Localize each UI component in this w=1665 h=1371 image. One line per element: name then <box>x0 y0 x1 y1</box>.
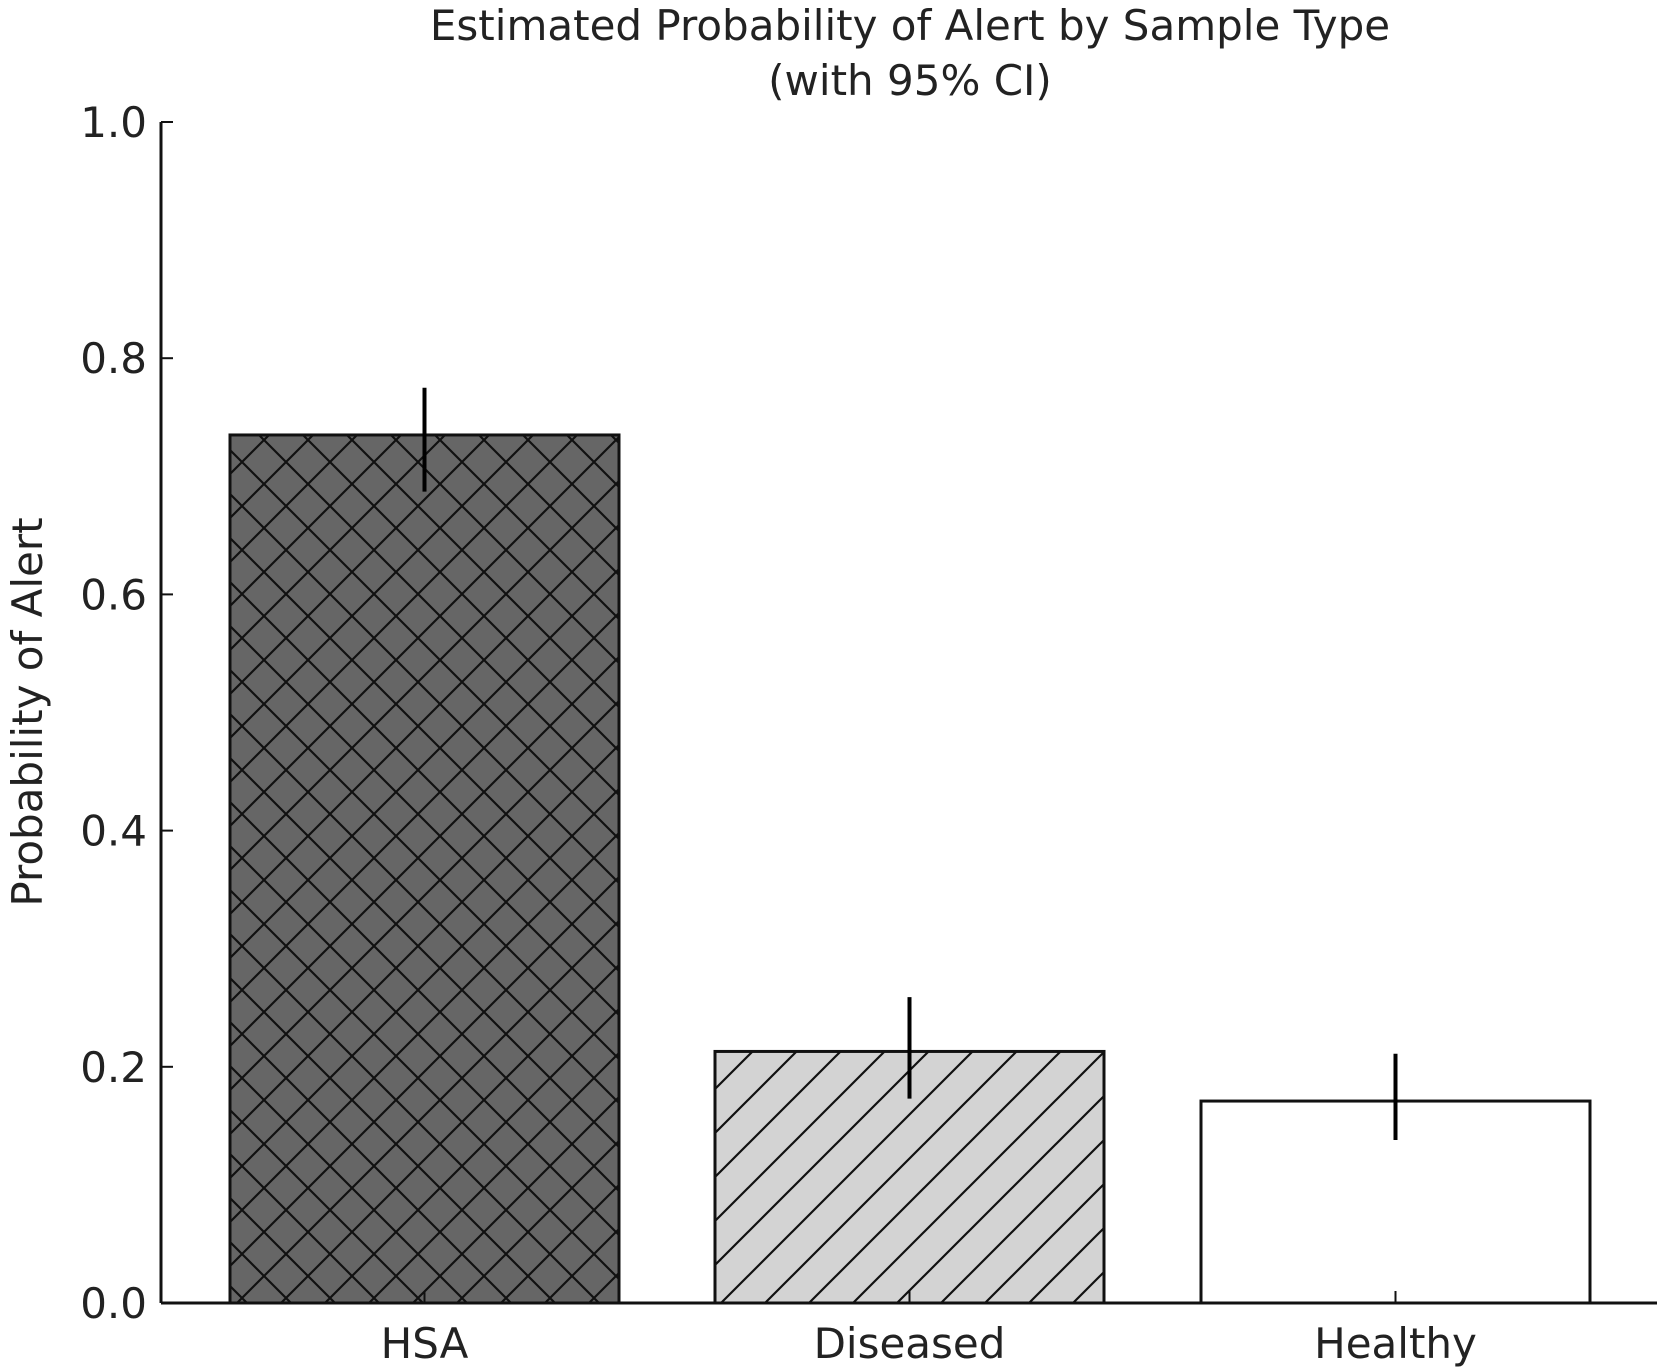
x-tick-label: Diseased <box>814 1319 1006 1368</box>
y-tick-label: 1.0 <box>80 98 147 147</box>
y-tick-label: 0.6 <box>80 570 147 619</box>
x-tick-label: Healthy <box>1314 1319 1477 1368</box>
bar-hatch-hsa <box>230 434 619 1304</box>
y-axis-label: Probability of Alert <box>3 517 52 906</box>
y-tick-label: 0.2 <box>80 1043 147 1092</box>
chart-subtitle: (with 95% CI) <box>768 56 1052 105</box>
x-tick-label: HSA <box>381 1319 469 1368</box>
chart-title: Estimated Probability of Alert by Sample… <box>430 1 1390 50</box>
y-tick-label: 0.4 <box>80 807 147 856</box>
y-tick-label: 0.8 <box>80 334 147 383</box>
y-tick-label: 0.0 <box>80 1279 147 1328</box>
